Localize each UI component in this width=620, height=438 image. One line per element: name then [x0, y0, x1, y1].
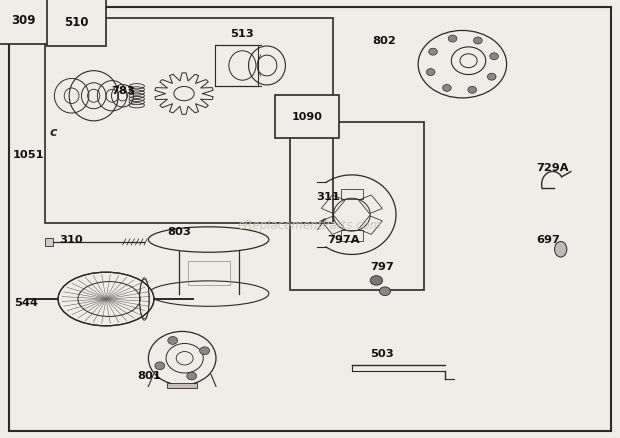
Text: 513: 513	[231, 29, 254, 39]
Bar	[321, 195, 345, 214]
Bar	[45, 238, 53, 246]
Ellipse shape	[443, 85, 451, 92]
Text: 310: 310	[60, 235, 83, 245]
Ellipse shape	[200, 347, 210, 355]
Ellipse shape	[474, 37, 482, 44]
Text: 797: 797	[370, 262, 394, 272]
Ellipse shape	[58, 272, 154, 326]
Ellipse shape	[187, 372, 197, 380]
Bar	[167, 383, 197, 388]
Ellipse shape	[370, 276, 383, 285]
Text: 803: 803	[167, 227, 192, 237]
Ellipse shape	[429, 48, 437, 55]
Text: 544: 544	[14, 298, 38, 308]
Bar	[45, 18, 334, 223]
Bar	[358, 216, 383, 234]
Ellipse shape	[490, 53, 498, 60]
Ellipse shape	[148, 227, 269, 252]
Text: 783: 783	[111, 85, 135, 95]
Ellipse shape	[554, 241, 567, 257]
Ellipse shape	[168, 336, 178, 344]
Text: eReplacementParts.com: eReplacementParts.com	[238, 219, 382, 232]
Ellipse shape	[487, 73, 496, 80]
Ellipse shape	[379, 287, 391, 296]
Text: 802: 802	[372, 36, 396, 46]
Bar	[187, 261, 229, 286]
Text: 801: 801	[137, 371, 161, 381]
Bar	[341, 189, 363, 199]
Text: 1051: 1051	[13, 151, 45, 160]
Ellipse shape	[427, 69, 435, 76]
Text: 309: 309	[11, 14, 35, 27]
Ellipse shape	[448, 35, 457, 42]
Bar	[341, 230, 363, 240]
Text: 510: 510	[64, 16, 89, 29]
Bar	[358, 195, 383, 214]
Bar	[215, 45, 258, 86]
Text: 1090: 1090	[291, 112, 322, 122]
Ellipse shape	[468, 86, 477, 93]
Bar	[290, 122, 424, 290]
Bar	[321, 216, 345, 234]
Ellipse shape	[155, 362, 165, 370]
Text: 797A: 797A	[327, 235, 360, 245]
Text: 503: 503	[370, 350, 394, 360]
Text: c: c	[50, 126, 57, 139]
Text: 729A: 729A	[536, 162, 569, 173]
Text: 311: 311	[316, 191, 340, 201]
Text: 697: 697	[536, 235, 560, 245]
